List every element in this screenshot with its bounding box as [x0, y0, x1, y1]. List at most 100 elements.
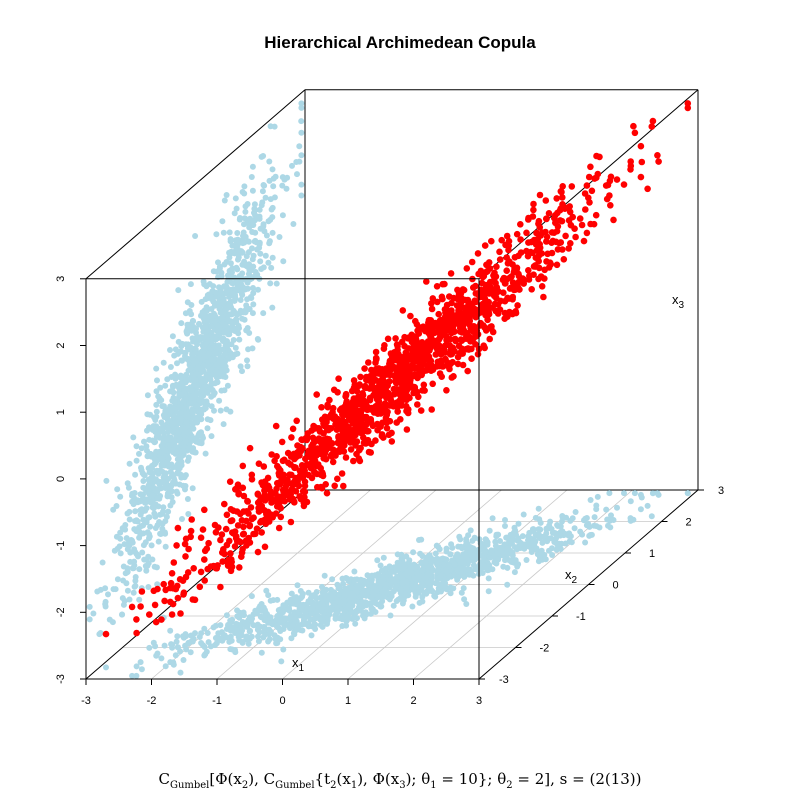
data-point	[384, 335, 392, 343]
data-point	[380, 377, 387, 385]
floor-point	[255, 638, 262, 645]
wall-point	[223, 259, 230, 265]
data-point	[401, 365, 408, 373]
data-point	[302, 435, 310, 442]
data-point	[509, 296, 516, 303]
data-point	[302, 455, 309, 463]
wall-point	[111, 547, 118, 554]
wall-point	[246, 330, 253, 336]
floor-point	[562, 540, 569, 547]
wall-point	[194, 341, 201, 348]
wall-point	[154, 488, 161, 495]
data-point	[481, 295, 489, 303]
data-point	[592, 211, 600, 219]
data-point	[480, 342, 488, 350]
data-point	[235, 538, 243, 545]
wall-point	[172, 375, 179, 382]
wall-point	[97, 630, 104, 636]
wall-point	[141, 438, 147, 445]
data-point	[540, 293, 547, 301]
floor-point	[351, 614, 358, 621]
floor-point	[458, 589, 465, 596]
data-point	[162, 586, 169, 594]
data-point	[644, 185, 651, 193]
data-point	[226, 537, 233, 545]
wall-point	[216, 345, 223, 352]
data-point	[535, 275, 542, 283]
wall-point	[205, 337, 212, 344]
data-point	[517, 249, 525, 256]
data-point	[322, 455, 330, 463]
data-point	[313, 391, 321, 398]
wall-point	[182, 486, 188, 493]
wall-point	[237, 363, 244, 370]
floor-point	[460, 585, 467, 592]
data-point	[325, 436, 333, 443]
floor-point	[368, 572, 375, 579]
wall-point	[117, 535, 124, 542]
data-point	[277, 504, 285, 512]
floor-point	[352, 587, 359, 594]
data-point	[319, 470, 327, 478]
data-point	[345, 408, 352, 416]
wall-point	[211, 407, 217, 414]
wall-point	[190, 372, 197, 379]
data-point	[246, 539, 254, 546]
floor-point	[655, 491, 662, 498]
data-point	[355, 455, 363, 462]
wall-point	[260, 182, 267, 188]
data-point	[525, 214, 532, 222]
floor-point	[465, 557, 472, 564]
floor-point	[138, 666, 145, 673]
data-point	[435, 310, 443, 318]
wall-point	[132, 574, 139, 580]
floor-point	[510, 529, 517, 536]
floor-point	[533, 546, 540, 553]
floor-point	[502, 517, 508, 523]
data-point	[330, 386, 338, 394]
data-point	[221, 500, 228, 508]
floor-point	[348, 609, 355, 616]
wall-point	[157, 531, 164, 537]
floor-point	[382, 581, 389, 588]
data-point	[378, 406, 386, 414]
floor-point	[508, 559, 515, 565]
data-point	[334, 475, 341, 483]
wall-point	[132, 508, 139, 515]
data-point	[613, 176, 621, 183]
wall-point	[174, 360, 180, 367]
wall-point	[164, 376, 171, 383]
data-point	[205, 539, 212, 547]
data-point	[397, 375, 404, 383]
floor-point	[644, 502, 651, 509]
data-point	[359, 428, 366, 436]
wall-point	[185, 511, 192, 517]
data-point	[367, 449, 375, 456]
floor-point	[515, 520, 522, 527]
data-point	[655, 158, 662, 165]
data-point	[587, 163, 594, 171]
data-point	[552, 238, 560, 246]
floor-point	[255, 625, 262, 631]
data-point	[445, 310, 453, 318]
floor-point	[498, 546, 505, 553]
data-point	[201, 577, 208, 584]
data-point	[293, 417, 301, 425]
data-point	[468, 258, 476, 266]
floor-point	[478, 559, 485, 566]
x2-tick-label: -1	[576, 611, 586, 623]
data-point	[342, 400, 350, 407]
data-point	[529, 249, 536, 257]
wall-point	[193, 408, 200, 415]
data-point	[419, 387, 426, 394]
wall-point	[298, 118, 305, 125]
floor-projection-points	[103, 490, 691, 679]
wall-point	[280, 258, 287, 265]
floor-point	[419, 581, 426, 588]
data-point	[357, 413, 365, 420]
wall-point	[224, 315, 231, 322]
wall-point	[221, 387, 228, 394]
floor-point	[621, 490, 627, 497]
floor-point	[461, 596, 468, 603]
